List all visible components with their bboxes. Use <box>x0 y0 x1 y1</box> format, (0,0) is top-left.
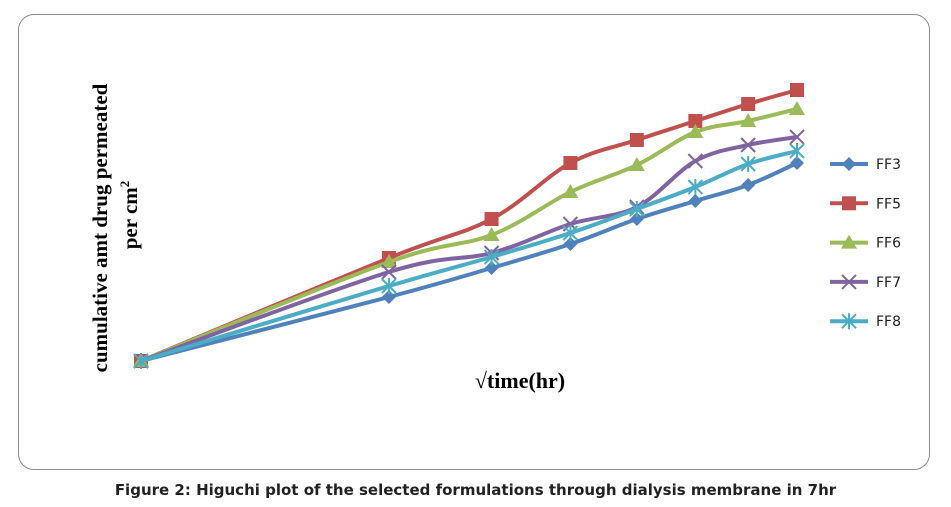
x-axis-label: √time(hr) <box>475 368 565 393</box>
legend-item-ff5: FF5 <box>830 196 901 212</box>
data-point-ff7-5 <box>687 153 704 169</box>
series-ff6 <box>133 101 805 367</box>
legend-label: FF5 <box>876 196 901 212</box>
data-point-ff8-2 <box>483 249 500 265</box>
legend-item-ff6: FF6 <box>830 234 901 252</box>
data-point-ff5-5 <box>688 114 703 128</box>
legend-label: FF6 <box>876 236 901 252</box>
series-ff8 <box>133 143 805 369</box>
legend-label: FF3 <box>876 157 901 173</box>
figure-caption: Figure 2: Higuchi plot of the selected f… <box>114 481 837 499</box>
data-point-ff8-5 <box>687 179 704 195</box>
y-axis-label-line1: cumulative amt drug permeated <box>88 83 112 372</box>
legend-marker-triangle-icon <box>841 234 857 249</box>
data-point-ff5-4 <box>629 133 644 147</box>
legend-label: FF7 <box>876 275 901 291</box>
data-point-ff3-5 <box>688 194 703 208</box>
y-axis-label-line2: per cm2 <box>117 181 142 250</box>
data-point-ff3-3 <box>563 237 578 251</box>
data-point-ff5-2 <box>484 212 499 226</box>
chart-frame <box>18 14 930 470</box>
legend-marker-x-icon <box>841 274 857 290</box>
data-point-ff3-1 <box>381 290 396 304</box>
data-point-ff8-0 <box>133 353 149 369</box>
data-point-ff8-7 <box>789 143 805 159</box>
data-point-ff8-6 <box>740 156 756 172</box>
data-point-ff5-3 <box>563 156 578 170</box>
data-point-ff3-7 <box>790 156 804 170</box>
data-point-ff6-3 <box>562 184 579 198</box>
legend-marker-diamond-icon <box>842 157 856 171</box>
data-point-ff8-3 <box>562 225 579 241</box>
data-point-ff6-6 <box>740 113 757 127</box>
data-point-ff3-4 <box>629 212 644 226</box>
legend-label: FF8 <box>876 314 901 330</box>
legend-marker-square-icon <box>842 196 856 211</box>
line-ff7 <box>140 135 798 363</box>
data-point-ff6-7 <box>789 101 805 115</box>
data-point-ff6-2 <box>483 227 500 241</box>
data-point-ff7-6 <box>740 137 756 153</box>
series-ff3 <box>134 156 804 368</box>
data-point-ff6-5 <box>687 124 704 138</box>
legend-item-ff8: FF8 <box>830 313 901 330</box>
data-point-ff5-7 <box>790 83 804 97</box>
legend: FF3 FF5 FF6 FF7 FF8 <box>830 157 901 330</box>
data-point-ff6-1 <box>380 254 397 268</box>
legend-item-ff3: FF3 <box>830 157 901 173</box>
data-point-ff6-4 <box>628 157 645 171</box>
legend-marker-star-icon <box>841 313 857 330</box>
data-point-ff3-2 <box>484 261 499 275</box>
data-point-ff8-4 <box>629 201 645 217</box>
data-point-ff7-7 <box>789 129 805 145</box>
data-point-ff8-1 <box>381 278 397 294</box>
data-point-ff3-6 <box>741 178 756 192</box>
legend-item-ff7: FF7 <box>830 274 901 291</box>
line-ff8 <box>140 149 798 363</box>
data-point-ff5-6 <box>741 97 756 111</box>
data-point-ff7-1 <box>381 264 397 280</box>
